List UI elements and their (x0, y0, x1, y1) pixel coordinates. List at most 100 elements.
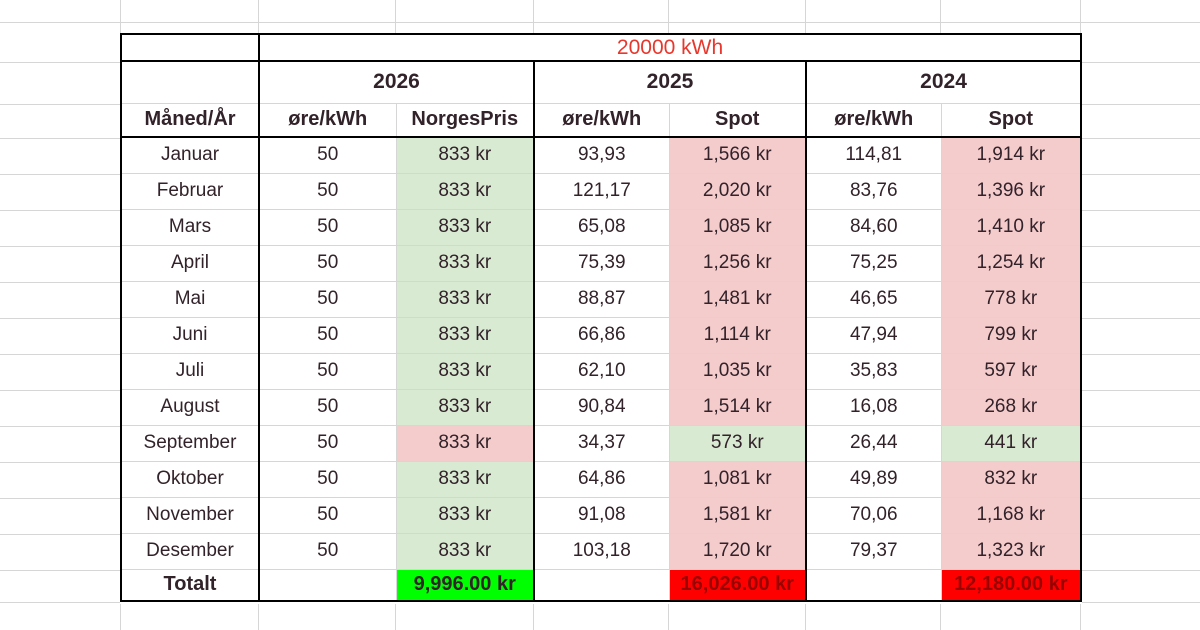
ore-2025-cell: 34,37 (533, 424, 670, 462)
gridline (120, 604, 121, 630)
spot-2024-cell: 597 kr (940, 352, 1082, 390)
total-row: Totalt 9,996.00 kr 16,026.00 kr 12,180.0… (120, 568, 1082, 602)
month-cell: Mai (120, 280, 260, 318)
total-label-cell: Totalt (120, 568, 260, 602)
spot-2024-cell: 1,410 kr (940, 208, 1082, 246)
gridline (940, 604, 941, 630)
spot-2025-cell: 1,085 kr (668, 208, 807, 246)
table-row: Februar 50 833 kr 121,17 2,020 kr 83,76 … (120, 172, 1082, 210)
table-row: Desember 50 833 kr 103,18 1,720 kr 79,37… (120, 532, 1082, 570)
month-cell: Juni (120, 316, 260, 354)
column-header-row: Måned/År øre/kWh NorgesPris øre/kWh Spot… (120, 102, 1082, 138)
ore-2024-cell: 70,06 (805, 496, 942, 534)
spot-2025-cell: 1,481 kr (668, 280, 807, 318)
ore-2024-cell: 75,25 (805, 244, 942, 282)
spot-2025-cell: 1,256 kr (668, 244, 807, 282)
month-cell: November (120, 496, 260, 534)
spot-2025-cell: 1,566 kr (668, 136, 807, 174)
gridline (1082, 138, 1200, 139)
month-cell: Juli (120, 352, 260, 390)
norgespris-2026-cell: 833 kr (395, 172, 535, 210)
ore-2026-cell: 50 (258, 172, 397, 210)
gridline (533, 0, 534, 33)
spot-2025-cell: 573 kr (668, 424, 807, 462)
norgespris-2026-cell: 833 kr (395, 280, 535, 318)
ore-2024-cell: 79,37 (805, 532, 942, 570)
gridline (1080, 604, 1081, 630)
norgespris-2026-cell: 833 kr (395, 460, 535, 498)
norgespris-2026-cell: 833 kr (395, 424, 535, 462)
gridline (0, 354, 120, 355)
ore-header-2025: øre/kWh (533, 102, 670, 138)
ore-2024-cell: 35,83 (805, 352, 942, 390)
consumption-row: 20000 kWh (120, 33, 1082, 62)
gridline (120, 0, 121, 33)
spot-2024-cell: 1,254 kr (940, 244, 1082, 282)
gridline (668, 0, 669, 33)
spot-2025-cell: 1,081 kr (668, 460, 807, 498)
ore-2026-cell: 50 (258, 388, 397, 426)
gridline (1082, 390, 1200, 391)
month-cell: Oktober (120, 460, 260, 498)
norgespris-2026-cell: 833 kr (395, 532, 535, 570)
ore-2025-cell: 64,86 (533, 460, 670, 498)
spot-2025-cell: 1,035 kr (668, 352, 807, 390)
norgespris-header: NorgesPris (395, 102, 535, 138)
month-cell: Mars (120, 208, 260, 246)
ore-2026-cell: 50 (258, 244, 397, 282)
gridline (0, 570, 120, 571)
gridline (1080, 0, 1081, 33)
gridline (668, 604, 669, 630)
gridline (395, 604, 396, 630)
gridline (1082, 354, 1200, 355)
year-2026-cell: 2026 (258, 60, 535, 104)
price-table: 20000 kWh 2026 2025 2024 Måned/År øre/kW… (120, 33, 1083, 602)
year-row: 2026 2025 2024 (120, 60, 1082, 104)
gridline (1082, 498, 1200, 499)
gridline (258, 0, 259, 33)
month-cell: April (120, 244, 260, 282)
ore-2025-cell: 66,86 (533, 316, 670, 354)
norgespris-2026-cell: 833 kr (395, 136, 535, 174)
consumption-cell: 20000 kWh (258, 33, 1082, 62)
gridline (1082, 104, 1200, 105)
ore-2025-cell: 93,93 (533, 136, 670, 174)
gridline (0, 104, 120, 105)
ore-2025-cell: 103,18 (533, 532, 670, 570)
total-2025-cell: 16,026.00 kr (668, 568, 807, 602)
month-cell: September (120, 424, 260, 462)
spot-2024-cell: 778 kr (940, 280, 1082, 318)
gridline (1082, 570, 1200, 571)
ore-2024-cell: 46,65 (805, 280, 942, 318)
ore-2024-cell: 47,94 (805, 316, 942, 354)
gridline (0, 426, 120, 427)
ore-2024-cell: 16,08 (805, 388, 942, 426)
gridline (1082, 318, 1200, 319)
table-row: August 50 833 kr 90,84 1,514 kr 16,08 26… (120, 388, 1082, 426)
spot-2024-cell: 799 kr (940, 316, 1082, 354)
spot-2025-cell: 1,720 kr (668, 532, 807, 570)
gridline (1082, 282, 1200, 283)
total-2026-cell: 9,996.00 kr (395, 568, 535, 602)
gridline (1082, 462, 1200, 463)
gridline (533, 604, 534, 630)
table-row: Oktober 50 833 kr 64,86 1,081 kr 49,89 8… (120, 460, 1082, 498)
ore-2024-cell: 26,44 (805, 424, 942, 462)
month-cell: Januar (120, 136, 260, 174)
gridline (1082, 534, 1200, 535)
gridline (0, 282, 120, 283)
ore-2026-cell: 50 (258, 280, 397, 318)
ore-header-2026: øre/kWh (258, 102, 397, 138)
gridline (0, 534, 120, 535)
empty-cell (258, 568, 397, 602)
table-row: Mai 50 833 kr 88,87 1,481 kr 46,65 778 k… (120, 280, 1082, 318)
gridline (1082, 246, 1200, 247)
ore-2024-cell: 114,81 (805, 136, 942, 174)
table-row: Januar 50 833 kr 93,93 1,566 kr 114,81 1… (120, 136, 1082, 174)
spot-2024-cell: 441 kr (940, 424, 1082, 462)
norgespris-2026-cell: 833 kr (395, 316, 535, 354)
gridline (0, 390, 120, 391)
ore-2024-cell: 49,89 (805, 460, 942, 498)
ore-header-2024: øre/kWh (805, 102, 942, 138)
gridline (1082, 426, 1200, 427)
